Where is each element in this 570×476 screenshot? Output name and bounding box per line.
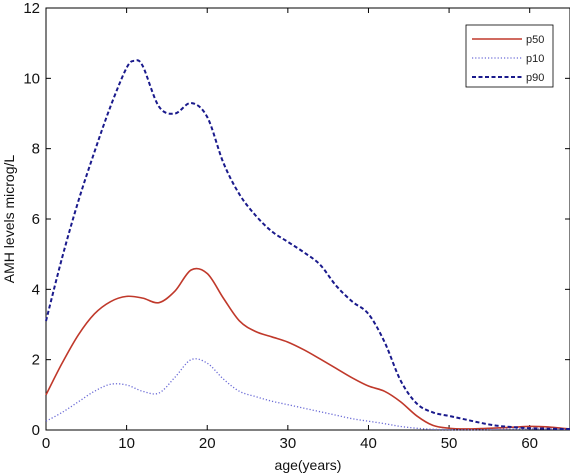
series-line-p90	[45, 59, 570, 430]
x-tick-label: 30	[280, 435, 297, 452]
x-axis-label: age(years)	[275, 457, 342, 473]
series-layer	[45, 59, 570, 431]
x-tick-label: 40	[360, 435, 377, 452]
y-tick-label: 12	[23, 0, 40, 17]
x-tick-label: 60	[521, 435, 538, 452]
legend-label-p10: p10	[526, 53, 544, 65]
y-tick-label: 10	[23, 70, 40, 87]
legend-entries: p50 p10 p90	[472, 34, 544, 84]
y-tick-label: 2	[32, 352, 40, 369]
x-tick-label: 50	[441, 435, 458, 452]
y-tick-label: 4	[32, 281, 40, 298]
x-tick-label: 10	[118, 435, 135, 452]
y-tick-label: 0	[32, 422, 40, 439]
series-line-p50	[45, 267, 570, 430]
x-tick-label: 0	[42, 435, 50, 452]
y-axis-ticks: 0 2 4 6 8 10 12	[23, 0, 570, 439]
y-axis-label: AMH levels microg/L	[1, 155, 17, 284]
x-axis-ticks: 0 10 20 30 40 50 60	[42, 8, 538, 452]
x-tick-label: 20	[199, 435, 216, 452]
legend-label-p90: p90	[526, 72, 544, 84]
legend: p50 p10 p90	[465, 24, 554, 88]
y-tick-label: 6	[32, 211, 40, 228]
series-line-p10	[45, 358, 570, 431]
y-tick-label: 8	[32, 141, 40, 158]
legend-label-p50: p50	[526, 34, 544, 46]
